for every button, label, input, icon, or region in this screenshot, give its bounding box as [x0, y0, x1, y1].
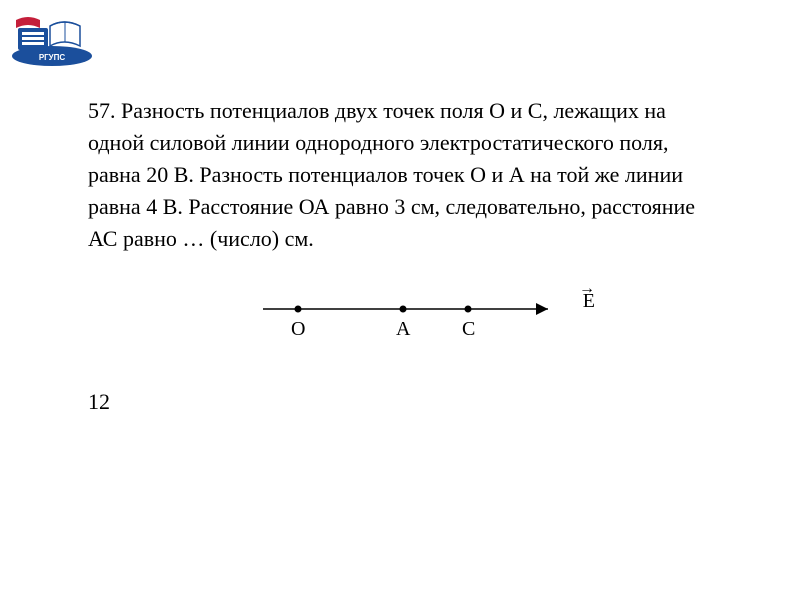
point-a: [400, 306, 407, 313]
problem-text: 57. Разность потенциалов двух точек поля…: [88, 95, 708, 254]
university-logo: РГУПС: [8, 8, 96, 68]
label-c: С: [462, 318, 475, 341]
point-o: [295, 306, 302, 313]
label-o: О: [291, 318, 305, 341]
field-diagram: → E О А С: [263, 294, 573, 354]
field-label-e: E: [583, 290, 595, 313]
svg-text:РГУПС: РГУПС: [39, 53, 66, 62]
arrowhead: [536, 303, 548, 315]
point-c: [465, 306, 472, 313]
answer-value: 12: [88, 389, 708, 415]
label-a: А: [396, 318, 410, 341]
problem-content: 57. Разность потенциалов двух точек поля…: [88, 95, 708, 415]
